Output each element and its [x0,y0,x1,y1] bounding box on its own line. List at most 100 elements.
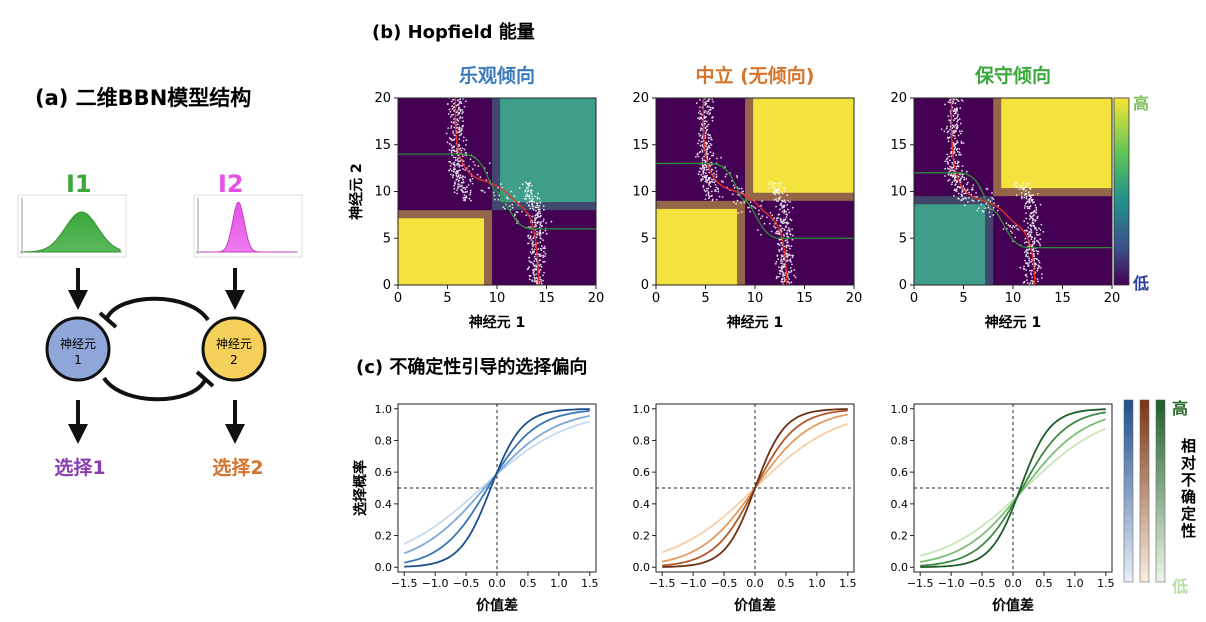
trajectory-point [955,117,958,119]
trajectory-point [781,244,784,247]
trajectory-point [781,210,784,213]
trajectory-point [536,282,538,284]
trajectory-point [957,192,960,195]
trajectory-point [492,191,495,194]
trajectory-point [711,178,713,181]
trajectory-point [781,255,783,258]
trajectory-point [531,248,533,251]
trajectory-point [964,197,966,199]
trajectory-point [485,179,488,181]
trajectory-point [707,98,710,100]
trajectory-point [459,147,462,150]
legend-bar-blue [1123,399,1134,583]
trajectory-point [706,128,709,131]
trajectory-point [738,187,741,190]
trajectory-point [705,178,707,180]
trajectory-point [1039,238,1042,241]
trajectory-point [451,176,454,179]
trajectory-point [531,202,533,205]
trajectory-point [1037,259,1040,262]
trajectory-point [1031,269,1033,272]
trajectory-point [539,247,542,250]
trajectory-point [947,140,950,143]
trajectory-point [775,260,778,263]
trajectory-point [1023,251,1026,254]
edge-fade [745,98,754,201]
trajectory-point [977,199,980,202]
trajectory-point [1034,220,1037,223]
trajectory-point [452,132,455,135]
trajectory-point [543,260,546,263]
trajectory-point [1032,222,1034,224]
trajectory-point [775,219,778,222]
trajectory-point [542,256,545,258]
trajectory-point [769,222,771,225]
trajectory-point [948,170,951,173]
trajectory-point [1036,278,1039,281]
trajectory-point [779,196,782,198]
trajectory-point [720,180,723,183]
trajectory-point [1024,205,1026,207]
trajectory-point [447,127,450,129]
trajectory-point [1023,229,1026,232]
trajectory-point [783,278,786,281]
trajectory-point [952,134,955,137]
trajectory-point [1023,188,1025,191]
trajectory-point [1024,237,1027,240]
trajectory-point [469,180,472,183]
trajectory-point [531,245,534,248]
trajectory-point [538,255,541,257]
trajectory-point [763,222,766,225]
trajectory-point [773,217,775,220]
choice2-label: 选择2 [212,457,263,479]
trajectory-point [456,162,459,165]
trajectory-point [955,188,958,191]
trajectory-point [1002,228,1005,231]
trajectory-point [1032,214,1035,217]
trajectory-point [533,260,536,263]
trajectory-point [705,148,708,151]
series-line-中高 [920,411,1106,567]
trajectory-point [761,215,764,218]
trajectory-point [529,275,532,277]
trajectory-point [695,102,698,105]
trajectory-point [786,239,788,241]
trajectory-point [789,258,792,261]
trajectory-point [950,152,952,155]
trajectory-point [1042,231,1045,233]
trajectory-point [456,163,458,166]
trajectory-point [709,181,712,183]
trajectory-point [786,229,789,232]
trajectory-point [951,161,954,164]
trajectory-point [956,162,959,165]
trajectory-point [539,235,541,237]
trajectory-point [788,253,790,256]
trajectory-point [514,213,516,216]
trajectory-point [542,205,545,208]
trajectory-point [997,204,1000,207]
trajectory-point [776,188,779,191]
trajectory-point [452,163,455,166]
trajectory-point [708,137,710,140]
edge-fade [484,210,493,285]
trajectory-point [451,105,454,108]
trajectory-point [703,111,706,114]
y-tick-label: 0.8 [891,434,909,447]
trajectory-point [967,181,969,184]
trajectory-point [779,260,782,262]
trajectory-point [532,240,534,243]
chart-xlabel: 价值差 [476,597,518,614]
trajectory-point [539,259,541,261]
trajectory-point [453,191,456,194]
trajectory-point [980,203,983,206]
trajectory-point [785,216,788,219]
trajectory-point [535,217,538,220]
trajectory-point [535,210,537,212]
x-tick-label: −1.5 [649,577,676,590]
trajectory-point [955,123,958,126]
x-tick-label: −1.5 [391,577,418,590]
trajectory-point [1031,282,1034,285]
trajectory-point [953,112,956,115]
trajectory-point [707,110,710,113]
trajectory-point [1035,206,1037,209]
